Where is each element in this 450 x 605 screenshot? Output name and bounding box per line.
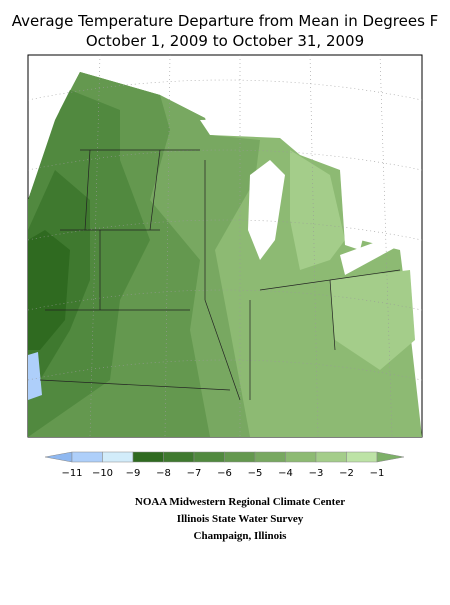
region (290, 150, 345, 270)
legend-swatch (102, 451, 134, 463)
legend-label: −5 (248, 468, 263, 479)
legend-swatch (346, 451, 378, 463)
lake (248, 160, 285, 260)
map (27, 54, 423, 438)
state-borders (39, 149, 401, 401)
region (28, 230, 70, 350)
legend-arrow (376, 451, 405, 463)
legend-swatch (163, 451, 195, 463)
footer-line: Illinois State Water Survey (177, 513, 304, 525)
footer-line: NOAA Midwestern Regional Climate Center (135, 496, 345, 508)
legend-swatch (224, 451, 256, 463)
title: Average Temperature Departure from Mean … (12, 12, 439, 30)
region (330, 270, 415, 370)
legend-swatch (193, 451, 225, 463)
legend-label: −3 (309, 468, 324, 479)
legend-label: −8 (156, 468, 171, 479)
legend-swatch (254, 451, 286, 463)
legend-label: −7 (187, 468, 202, 479)
legend-label: −4 (278, 468, 293, 479)
legend-swatch (285, 451, 317, 463)
legend-label: −10 (92, 468, 113, 479)
legend-label: −11 (61, 468, 82, 479)
lake (340, 235, 400, 275)
lake (200, 118, 285, 135)
subtitle: October 1, 2009 to October 31, 2009 (86, 32, 364, 50)
legend-label: −1 (370, 468, 385, 479)
legend-label: −6 (217, 468, 232, 479)
legend-swatch (315, 451, 347, 463)
legend-swatch (132, 451, 164, 463)
legend-label: −9 (126, 468, 141, 479)
legend: −11 −10 −9 −8 −7 −6 −5 −4 −3 −2 −1 (44, 451, 405, 479)
legend-label: −2 (339, 468, 354, 479)
region (28, 352, 42, 400)
footer-line: Champaign, Illinois (194, 530, 288, 542)
legend-swatch (71, 451, 103, 463)
legend-arrow (44, 451, 73, 463)
